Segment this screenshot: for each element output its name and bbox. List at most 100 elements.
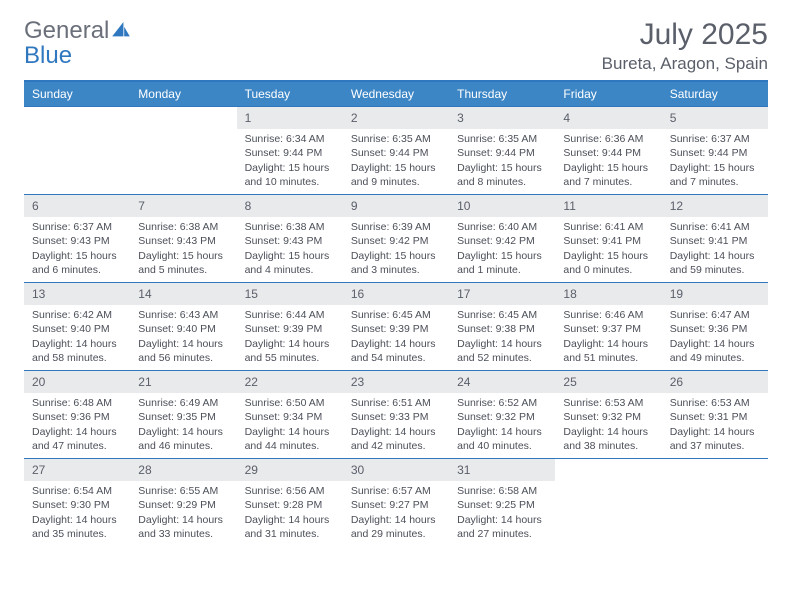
day-number: 6 <box>24 195 130 217</box>
calendar-day: 26Sunrise: 6:53 AMSunset: 9:31 PMDayligh… <box>662 371 768 459</box>
sunset-text: Sunset: 9:44 PM <box>245 146 335 160</box>
daylight-text: Daylight: 14 hours and 47 minutes. <box>32 425 122 453</box>
day-number: 15 <box>237 283 343 305</box>
calendar-day: 12Sunrise: 6:41 AMSunset: 9:41 PMDayligh… <box>662 195 768 283</box>
daylight-text: Daylight: 14 hours and 42 minutes. <box>351 425 441 453</box>
daylight-text: Daylight: 15 hours and 5 minutes. <box>138 249 228 277</box>
sunrise-text: Sunrise: 6:53 AM <box>563 396 653 410</box>
calendar-day: 13Sunrise: 6:42 AMSunset: 9:40 PMDayligh… <box>24 283 130 371</box>
calendar-week: 27Sunrise: 6:54 AMSunset: 9:30 PMDayligh… <box>24 459 768 547</box>
calendar-day-empty <box>130 107 236 195</box>
calendar-day: 19 Sunrise: 6:47 AMSunset: 9:36 PMDayligh… <box>662 283 768 371</box>
brand-logo: GeneralBlue <box>24 18 131 68</box>
calendar-day: 18Sunrise: 6:46 AMSunset: 9:37 PMDayligh… <box>555 283 661 371</box>
day-number: 14 <box>130 283 236 305</box>
day-details: Sunrise: 6:49 AMSunset: 9:35 PMDaylight:… <box>130 393 236 457</box>
calendar-day: 22Sunrise: 6:50 AMSunset: 9:34 PMDayligh… <box>237 371 343 459</box>
sunrise-text: Sunrise: 6:55 AM <box>138 484 228 498</box>
calendar-body: 1Sunrise: 6:34 AMSunset: 9:44 PMDaylight… <box>24 107 768 547</box>
daylight-text: Daylight: 14 hours and 54 minutes. <box>351 337 441 365</box>
sunrise-text: Sunrise: 6:43 AM <box>138 308 228 322</box>
calendar-day: 9Sunrise: 6:39 AMSunset: 9:42 PMDaylight… <box>343 195 449 283</box>
sunrise-text: Sunrise: 6:45 AM <box>457 308 547 322</box>
sunrise-text: Sunrise: 6:35 AM <box>351 132 441 146</box>
sunrise-text: Sunrise: 6:41 AM <box>670 220 760 234</box>
day-details: Sunrise: 6:55 AMSunset: 9:29 PMDaylight:… <box>130 481 236 545</box>
day-details: Sunrise: 6:56 AMSunset: 9:28 PMDaylight:… <box>237 481 343 545</box>
sunset-text: Sunset: 9:40 PM <box>138 322 228 336</box>
calendar-day: 2Sunrise: 6:35 AMSunset: 9:44 PMDaylight… <box>343 107 449 195</box>
daylight-text: Daylight: 14 hours and 40 minutes. <box>457 425 547 453</box>
day-number: 2 <box>343 107 449 129</box>
day-details: Sunrise: 6:35 AMSunset: 9:44 PMDaylight:… <box>449 129 555 193</box>
sunset-text: Sunset: 9:42 PM <box>457 234 547 248</box>
calendar-day: 1Sunrise: 6:34 AMSunset: 9:44 PMDaylight… <box>237 107 343 195</box>
sunrise-text: Sunrise: 6:57 AM <box>351 484 441 498</box>
day-number: 31 <box>449 459 555 481</box>
sunrise-text: Sunrise: 6:36 AM <box>563 132 653 146</box>
sunset-text: Sunset: 9:35 PM <box>138 410 228 424</box>
calendar-day: 29Sunrise: 6:56 AMSunset: 9:28 PMDayligh… <box>237 459 343 547</box>
sunset-text: Sunset: 9:44 PM <box>563 146 653 160</box>
day-header: Monday <box>130 81 236 107</box>
sunrise-text: Sunrise: 6:52 AM <box>457 396 547 410</box>
sunrise-text: Sunrise: 6:49 AM <box>138 396 228 410</box>
daylight-text: Daylight: 15 hours and 7 minutes. <box>670 161 760 189</box>
calendar-day-empty <box>555 459 661 547</box>
sunset-text: Sunset: 9:36 PM <box>670 322 760 336</box>
daylight-text: Daylight: 14 hours and 55 minutes. <box>245 337 335 365</box>
calendar-day: 17Sunrise: 6:45 AMSunset: 9:38 PMDayligh… <box>449 283 555 371</box>
calendar-day: 3Sunrise: 6:35 AMSunset: 9:44 PMDaylight… <box>449 107 555 195</box>
day-details: Sunrise: 6:43 AMSunset: 9:40 PMDaylight:… <box>130 305 236 369</box>
calendar-day: 16Sunrise: 6:45 AMSunset: 9:39 PMDayligh… <box>343 283 449 371</box>
sunset-text: Sunset: 9:44 PM <box>670 146 760 160</box>
title-block: July 2025 Bureta, Aragon, Spain <box>602 18 768 74</box>
sunset-text: Sunset: 9:38 PM <box>457 322 547 336</box>
day-number: 19 <box>662 283 768 305</box>
day-details: Sunrise: 6:36 AMSunset: 9:44 PMDaylight:… <box>555 129 661 193</box>
calendar-day: 20Sunrise: 6:48 AMSunset: 9:36 PMDayligh… <box>24 371 130 459</box>
day-number: 13 <box>24 283 130 305</box>
daylight-text: Daylight: 14 hours and 27 minutes. <box>457 513 547 541</box>
day-number: 26 <box>662 371 768 393</box>
daylight-text: Daylight: 15 hours and 7 minutes. <box>563 161 653 189</box>
day-number: 24 <box>449 371 555 393</box>
day-header: Sunday <box>24 81 130 107</box>
sunset-text: Sunset: 9:29 PM <box>138 498 228 512</box>
daylight-text: Daylight: 14 hours and 38 minutes. <box>563 425 653 453</box>
day-details: Sunrise: 6:34 AMSunset: 9:44 PMDaylight:… <box>237 129 343 193</box>
calendar-day: 23Sunrise: 6:51 AMSunset: 9:33 PMDayligh… <box>343 371 449 459</box>
calendar-day: 27Sunrise: 6:54 AMSunset: 9:30 PMDayligh… <box>24 459 130 547</box>
day-details: Sunrise: 6:50 AMSunset: 9:34 PMDaylight:… <box>237 393 343 457</box>
calendar-day: 30Sunrise: 6:57 AMSunset: 9:27 PMDayligh… <box>343 459 449 547</box>
sunset-text: Sunset: 9:31 PM <box>670 410 760 424</box>
calendar-week: 13Sunrise: 6:42 AMSunset: 9:40 PMDayligh… <box>24 283 768 371</box>
sunset-text: Sunset: 9:34 PM <box>245 410 335 424</box>
sunset-text: Sunset: 9:33 PM <box>351 410 441 424</box>
sunrise-text: Sunrise: 6:40 AM <box>457 220 547 234</box>
daylight-text: Daylight: 14 hours and 29 minutes. <box>351 513 441 541</box>
sunrise-text: Sunrise: 6:51 AM <box>351 396 441 410</box>
day-number: 20 <box>24 371 130 393</box>
day-number: 22 <box>237 371 343 393</box>
sunrise-text: Sunrise: 6:38 AM <box>138 220 228 234</box>
day-details: Sunrise: 6:38 AMSunset: 9:43 PMDaylight:… <box>237 217 343 281</box>
sunrise-text: Sunrise: 6:39 AM <box>351 220 441 234</box>
daylight-text: Daylight: 14 hours and 49 minutes. <box>670 337 760 365</box>
sunrise-text: Sunrise: 6:46 AM <box>563 308 653 322</box>
sunrise-text: Sunrise: 6:54 AM <box>32 484 122 498</box>
daylight-text: Daylight: 15 hours and 6 minutes. <box>32 249 122 277</box>
calendar-day: 15Sunrise: 6:44 AMSunset: 9:39 PMDayligh… <box>237 283 343 371</box>
calendar-day: 6Sunrise: 6:37 AMSunset: 9:43 PMDaylight… <box>24 195 130 283</box>
daylight-text: Daylight: 14 hours and 33 minutes. <box>138 513 228 541</box>
day-header: Wednesday <box>343 81 449 107</box>
sunset-text: Sunset: 9:44 PM <box>351 146 441 160</box>
day-number: 10 <box>449 195 555 217</box>
sunset-text: Sunset: 9:39 PM <box>351 322 441 336</box>
calendar-day: 10Sunrise: 6:40 AMSunset: 9:42 PMDayligh… <box>449 195 555 283</box>
calendar-table: SundayMondayTuesdayWednesdayThursdayFrid… <box>24 80 768 547</box>
sunset-text: Sunset: 9:37 PM <box>563 322 653 336</box>
sunrise-text: Sunrise: 6:47 AM <box>670 308 760 322</box>
day-details: Sunrise: 6:45 AMSunset: 9:38 PMDaylight:… <box>449 305 555 369</box>
sunrise-text: Sunrise: 6:53 AM <box>670 396 760 410</box>
